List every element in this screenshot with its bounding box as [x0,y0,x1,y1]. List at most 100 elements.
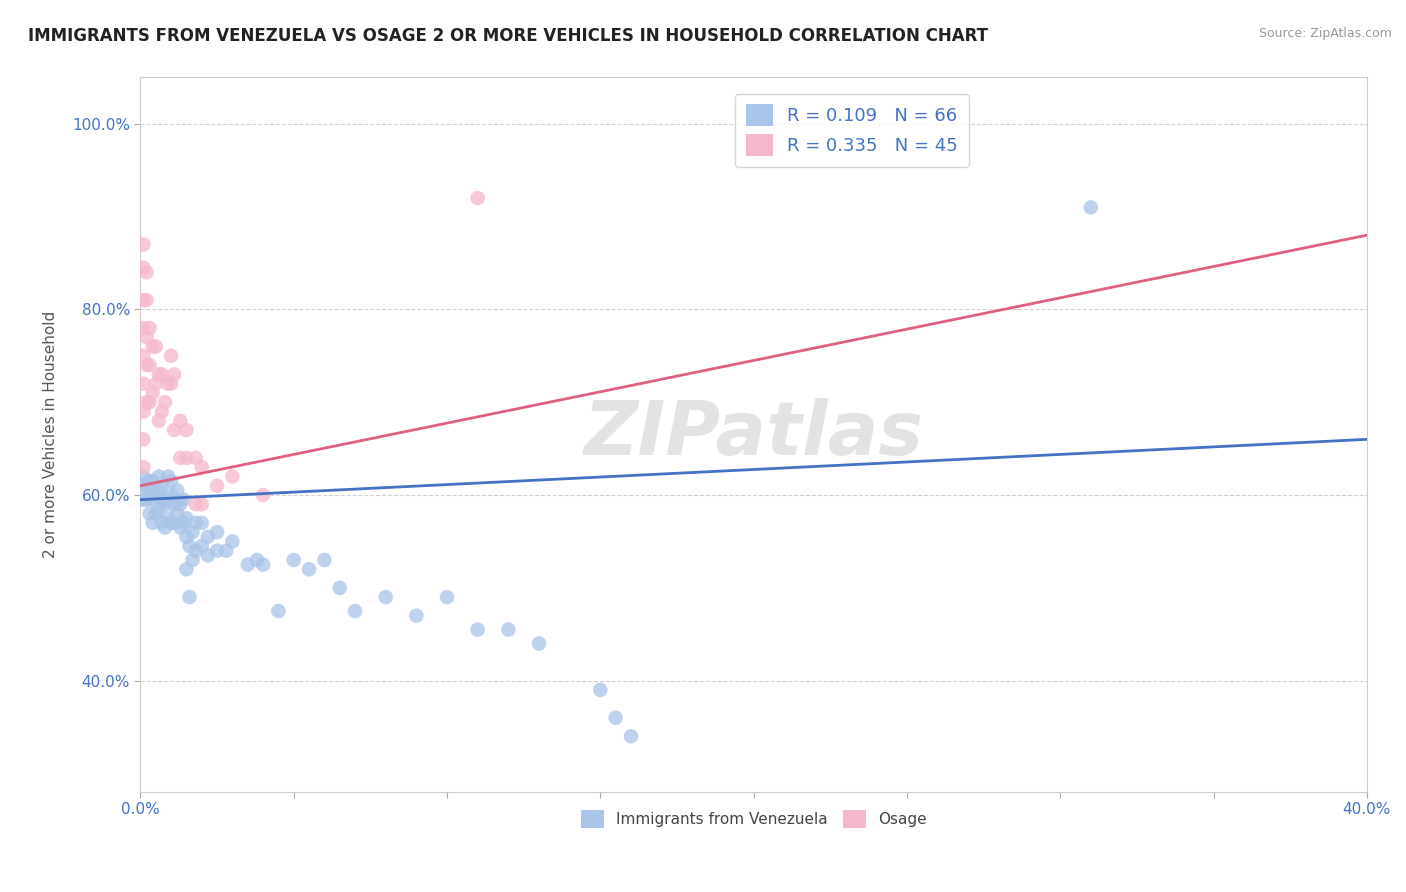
Point [197,549,219,563]
Point [132,433,155,447]
Point [184,497,207,511]
Point [527,636,550,650]
Point [160,474,183,488]
Point [132,321,155,335]
Point [132,460,155,475]
Point [179,590,201,604]
Point [132,492,155,507]
Point [132,349,155,363]
Point [589,682,612,697]
Point [163,423,186,437]
Point [135,293,157,307]
Point [267,604,290,618]
Point [190,516,212,530]
Point [142,386,165,401]
Point [148,502,170,516]
Point [405,608,427,623]
Point [184,516,207,530]
Point [132,469,155,483]
Point [142,516,165,530]
Point [135,358,157,372]
Point [132,479,155,493]
Point [205,479,228,493]
Point [498,623,520,637]
Point [142,492,165,507]
Point [148,469,170,483]
Text: ZIPatlas: ZIPatlas [583,398,924,471]
Point [169,497,191,511]
Point [138,321,160,335]
Point [153,520,176,534]
Point [166,483,188,498]
Point [157,469,180,483]
Point [132,260,155,275]
Point [157,492,180,507]
Point [205,525,228,540]
Point [176,511,198,525]
Point [150,492,173,507]
Point [153,395,176,409]
Point [132,404,155,418]
Point [176,423,198,437]
Y-axis label: 2 or more Vehicles in Household: 2 or more Vehicles in Household [44,311,58,558]
Point [215,543,238,558]
Point [252,558,274,572]
Point [184,450,207,465]
Point [135,492,157,507]
Point [221,469,243,483]
Point [236,558,259,572]
Point [205,543,228,558]
Point [436,590,458,604]
Point [153,497,176,511]
Point [176,562,198,576]
Point [142,474,165,488]
Point [145,376,167,391]
Point [190,460,212,475]
Point [132,376,155,391]
Point [605,711,627,725]
Point [135,395,157,409]
Point [163,516,186,530]
Point [132,293,155,307]
Point [157,511,180,525]
Point [329,581,352,595]
Point [142,340,165,354]
Point [252,488,274,502]
Point [138,507,160,521]
Point [221,534,243,549]
Point [166,507,188,521]
Point [150,479,173,493]
Point [197,530,219,544]
Point [169,520,191,534]
Point [344,604,367,618]
Point [1080,200,1102,214]
Point [145,507,167,521]
Point [138,474,160,488]
Point [176,530,198,544]
Point [283,553,305,567]
Point [467,623,489,637]
Point [314,553,336,567]
Point [169,414,191,428]
Text: Source: ZipAtlas.com: Source: ZipAtlas.com [1258,27,1392,40]
Point [148,483,170,498]
Point [179,539,201,553]
Point [172,516,194,530]
Point [176,450,198,465]
Point [145,488,167,502]
Point [190,539,212,553]
Text: IMMIGRANTS FROM VENEZUELA VS OSAGE 2 OR MORE VEHICLES IN HOUSEHOLD CORRELATION C: IMMIGRANTS FROM VENEZUELA VS OSAGE 2 OR … [28,27,988,45]
Point [184,543,207,558]
Point [172,492,194,507]
Point [138,358,160,372]
Point [157,376,180,391]
Point [135,479,157,493]
Point [150,368,173,382]
Point [246,553,269,567]
Point [148,414,170,428]
Point [160,376,183,391]
Point [132,237,155,252]
Point [467,191,489,205]
Point [160,349,183,363]
Point [163,497,186,511]
